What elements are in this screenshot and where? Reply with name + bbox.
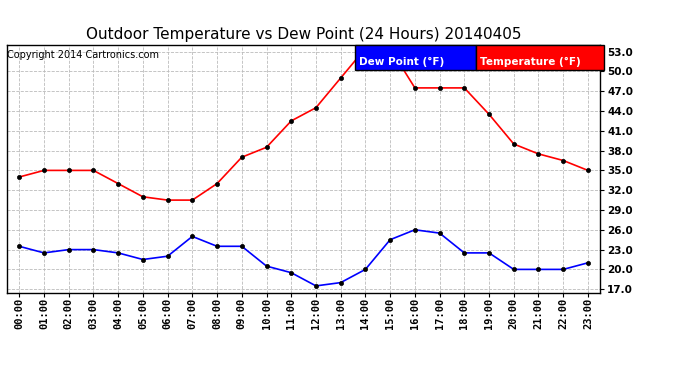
Text: Temperature (°F): Temperature (°F) (480, 57, 580, 67)
Title: Outdoor Temperature vs Dew Point (24 Hours) 20140405: Outdoor Temperature vs Dew Point (24 Hou… (86, 27, 522, 42)
Text: Dew Point (°F): Dew Point (°F) (359, 57, 444, 67)
Text: Copyright 2014 Cartronics.com: Copyright 2014 Cartronics.com (7, 50, 159, 60)
